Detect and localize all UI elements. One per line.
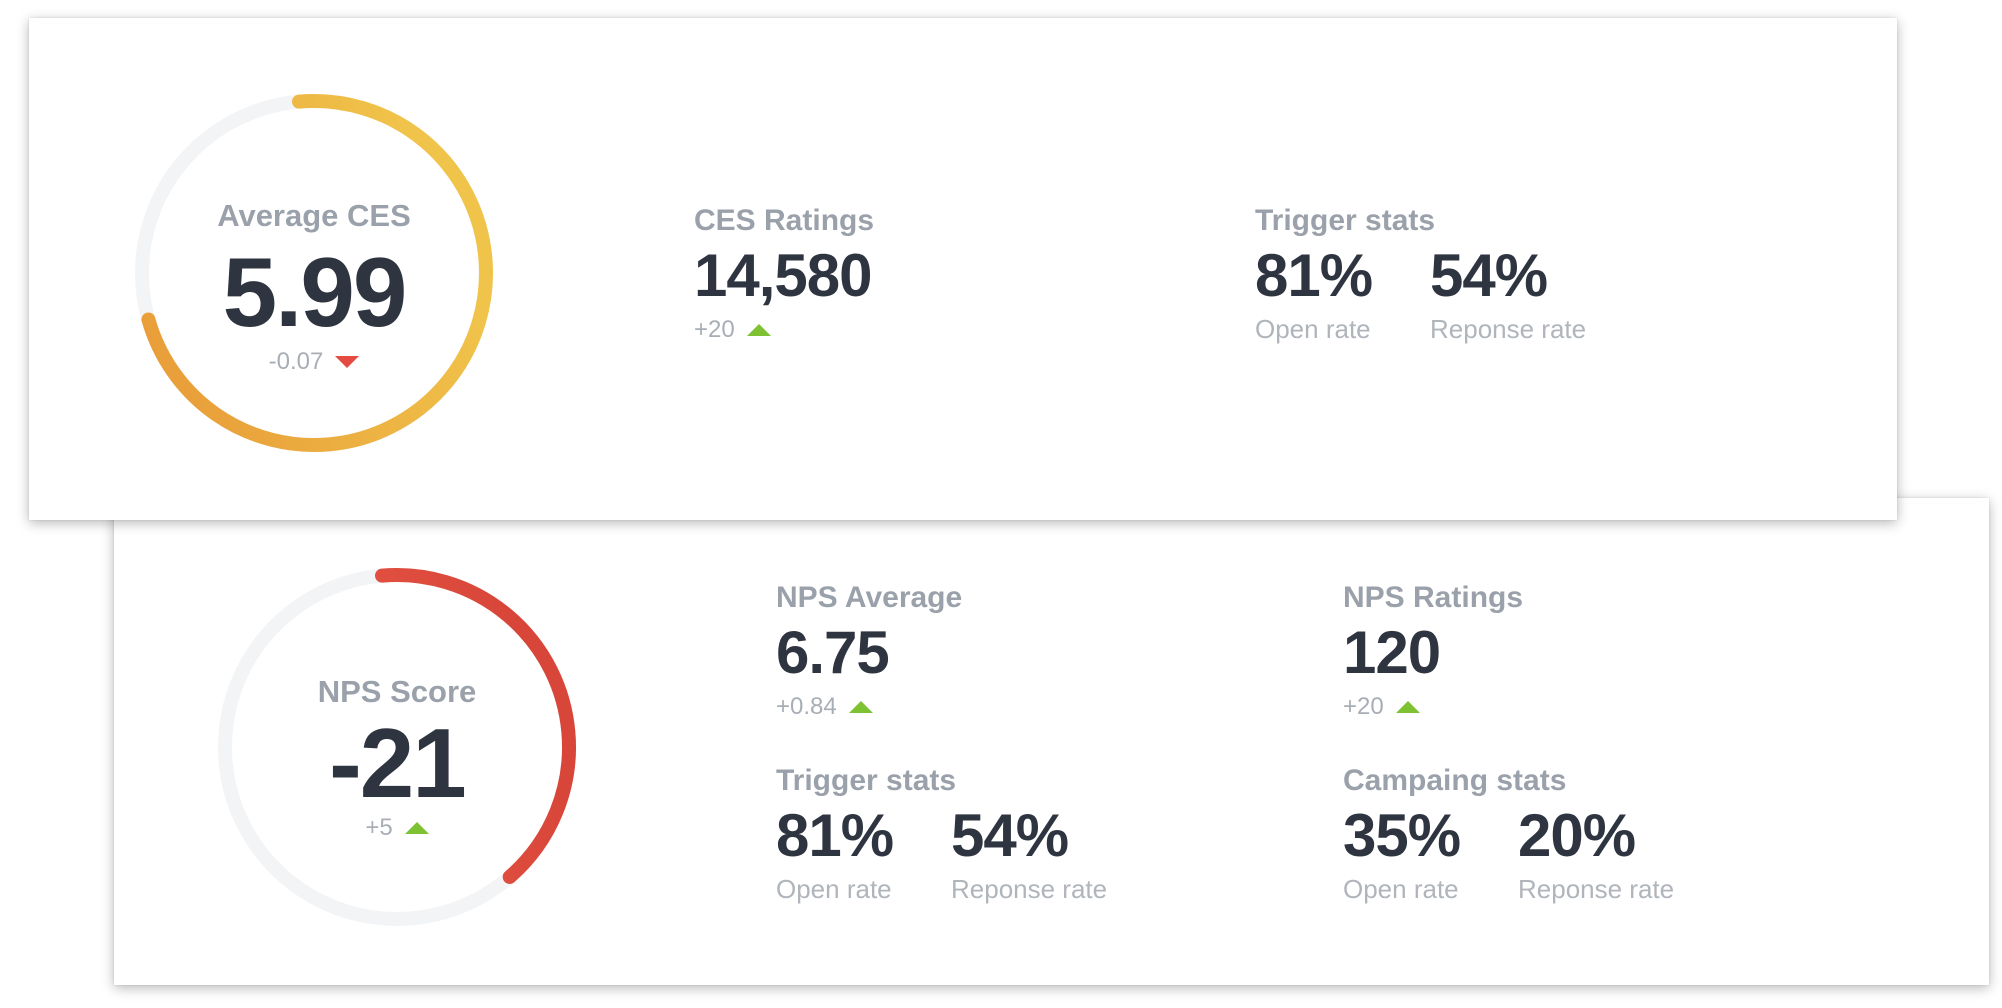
nps-campaign-response-value: 20% (1518, 802, 1636, 869)
nps-gauge: NPS Score -21 +5 (212, 562, 582, 932)
nps-trigger-response-label: Reponse rate (951, 874, 1108, 904)
ces-gauge-delta: -0.07 (269, 348, 360, 376)
nps-campaign-response-label: Reponse rate (1518, 874, 1675, 904)
ces-trigger-stats: Trigger stats 81% Open rate 54% Reponse … (1255, 204, 1587, 345)
nps-ratings-delta: +20 (1343, 693, 1420, 721)
nps-average-delta: +0.84 (776, 693, 873, 721)
nps-gauge-fill (218, 568, 576, 926)
nps-card: NPS Score -21 +5 NPS Average 6.75 +0.84 … (114, 498, 1989, 985)
nps-average-delta-text: +0.84 (776, 693, 837, 720)
nps-gauge-delta-text: +5 (365, 814, 393, 841)
nps-average-title: NPS Average (776, 581, 963, 614)
nps-ratings-value: 120 (1343, 619, 1441, 686)
ces-gauge-fill (135, 94, 493, 452)
nps-ratings-stat: NPS Ratings 120 +20 (1343, 583, 1523, 721)
nps-trigger-response-value: 54% (951, 802, 1069, 869)
nps-campaign-title: Campaing stats (1343, 764, 1567, 797)
trend-up-icon (404, 822, 429, 834)
nps-campaign-open-label: Open rate (1343, 874, 1459, 904)
nps-gauge-delta: +5 (365, 814, 429, 842)
nps-trigger-open-label: Open rate (776, 874, 892, 904)
nps-campaign-open-value: 35% (1343, 802, 1461, 869)
ces-gauge: Average CES 5.99 -0.07 (129, 88, 499, 458)
nps-gauge-label: NPS Score (317, 674, 477, 709)
trend-up-icon (1395, 701, 1420, 713)
ces-trigger-response-label: Reponse rate (1430, 314, 1587, 344)
ces-ratings-stat: CES Ratings 14,580 +20 (694, 206, 874, 344)
nps-average-value: 6.75 (776, 619, 890, 686)
ces-trigger-title: Trigger stats (1255, 204, 1436, 237)
nps-average-stat: NPS Average 6.75 +0.84 (776, 583, 962, 721)
nps-trigger-open-value: 81% (776, 802, 894, 869)
nps-ratings-title: NPS Ratings (1343, 581, 1524, 614)
ces-gauge-label: Average CES (217, 198, 411, 233)
trend-down-icon (335, 356, 360, 368)
ces-gauge-ring (135, 94, 493, 452)
ces-ratings-value: 14,580 (694, 242, 873, 309)
nps-trigger-title: Trigger stats (776, 764, 957, 797)
ces-ratings-delta: +20 (694, 316, 771, 344)
ces-card: Average CES 5.99 -0.07 CES Ratings 14,58… (29, 18, 1897, 520)
ces-gauge-delta-text: -0.07 (268, 348, 324, 375)
trend-up-icon (746, 324, 771, 336)
nps-gauge-value: -21 (329, 708, 467, 818)
nps-campaign-stats: Campaing stats 35% Open rate 20% Reponse… (1343, 764, 1675, 905)
ces-trigger-open-label: Open rate (1255, 314, 1371, 344)
nps-ratings-delta-text: +20 (1343, 693, 1384, 720)
ces-ratings-title: CES Ratings (694, 204, 875, 237)
ces-trigger-response-value: 54% (1430, 242, 1548, 309)
ces-ratings-delta-text: +20 (694, 316, 735, 343)
ces-gauge-value: 5.99 (222, 237, 408, 347)
nps-trigger-stats: Trigger stats 81% Open rate 54% Reponse … (776, 764, 1108, 905)
trend-up-icon (848, 701, 873, 713)
ces-trigger-open-value: 81% (1255, 242, 1373, 309)
nps-gauge-ring (218, 568, 576, 926)
